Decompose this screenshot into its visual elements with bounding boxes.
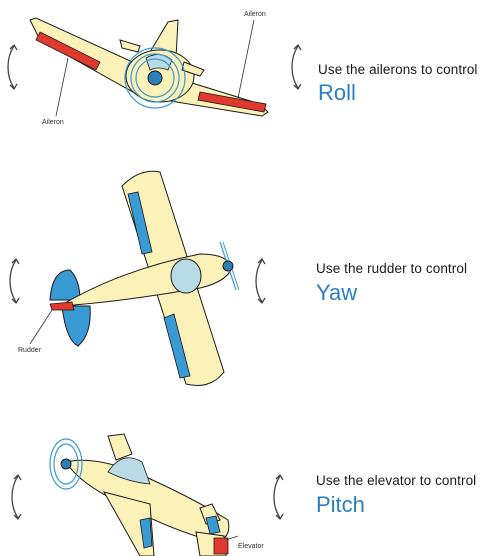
yaw-axis-label: Yaw xyxy=(316,280,358,305)
roll-spinner xyxy=(147,70,163,86)
roll-airplane-illustration: Aileron Aileron xyxy=(7,11,302,126)
yaw-spinner xyxy=(222,260,234,272)
elevator-label: Elevator xyxy=(238,543,264,550)
yaw-caption: Use the rudder to control xyxy=(316,261,468,276)
roll-panel: Aileron Aileron Use the ailerons to cont… xyxy=(0,0,496,140)
yaw-tail-lower xyxy=(61,305,91,347)
pitch-propeller xyxy=(49,438,83,490)
elevator xyxy=(213,537,229,555)
rudder-label: Rudder xyxy=(18,347,42,354)
pitch-panel: Elevator Use the elevator to control Pit… xyxy=(0,420,496,556)
pitch-spinner xyxy=(60,458,72,470)
pitch-wing xyxy=(102,491,155,556)
roll-propeller xyxy=(124,47,186,109)
rotation-arrow-icon xyxy=(7,43,18,91)
roll-caption: Use the ailerons to control xyxy=(318,62,478,77)
yaw-airplane-illustration: Rudder xyxy=(9,170,266,386)
pitch-airplane-illustration: Elevator xyxy=(11,433,284,556)
pitch-caption: Use the elevator to control xyxy=(316,473,477,488)
yaw-tail-upper xyxy=(49,269,81,301)
aileron-label-left: Aileron xyxy=(42,119,64,126)
roll-axis-label: Roll xyxy=(318,80,356,105)
rotation-arrow-icon xyxy=(255,257,266,305)
yaw-panel: Rudder Use the rudder to control Yaw xyxy=(0,150,496,400)
pitch-axis-label: Pitch xyxy=(316,492,365,517)
rudder xyxy=(49,301,75,311)
rotation-arrow-icon xyxy=(273,473,284,521)
rotation-arrow-icon xyxy=(11,473,22,521)
rotation-arrow-icon xyxy=(291,43,302,91)
left-aileron xyxy=(35,31,101,71)
right-aileron xyxy=(197,91,267,113)
rotation-arrow-icon xyxy=(9,257,20,305)
aileron-label-right: Aileron xyxy=(244,11,266,18)
